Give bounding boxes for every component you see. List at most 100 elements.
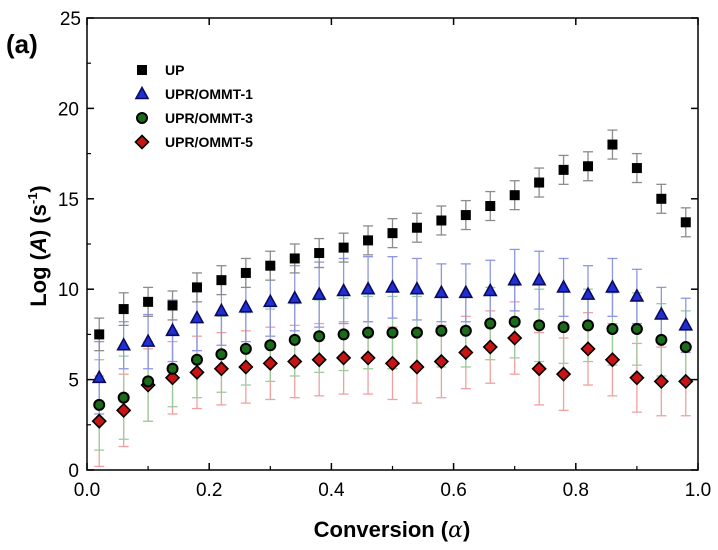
legend: UP UPR/OMMT-1 UPR/OMMT-3 UPR/OMMT-5 [134,62,253,150]
data-point [387,228,398,239]
x-tick-label: 0.6 [440,480,466,501]
x-axis-title: Conversion (α) [314,517,471,543]
data-point [190,353,203,366]
y-tick-label: 5 [68,371,79,392]
data-point [485,201,496,212]
y-axis-title: Log (A) (s-1) [25,185,51,307]
axis-ticks: 0.0 0.2 0.4 0.6 0.8 1.0 0 5 10 15 20 25 [58,9,711,501]
data-point [679,341,692,354]
data-point [604,352,621,368]
data-point [93,398,106,411]
data-point [311,352,327,368]
data-point [311,286,327,300]
legend-marker [137,65,147,75]
data-point [91,413,107,429]
data-point [385,279,400,293]
data-point [238,299,254,313]
data-point [314,248,325,259]
data-point [534,177,545,188]
data-point [191,282,202,293]
data-point [509,190,520,201]
data-point [238,359,254,375]
data-point [338,242,349,253]
data-point [213,361,230,377]
y-tick-label: 20 [58,99,79,120]
data-point [337,328,350,341]
data-point [363,235,374,246]
data-point [433,353,450,370]
x-tick-label: 0.8 [563,480,589,501]
data-point [335,350,352,366]
data-point [653,306,669,320]
data-point [262,293,278,308]
data-point [558,164,569,175]
data-point [410,326,423,339]
data-point [94,329,105,340]
data-point [240,267,251,278]
data-point [556,279,571,293]
data-point [607,139,618,150]
data-point [678,317,694,331]
legend-marker [134,134,150,150]
data-point [313,330,326,343]
data-point [264,339,277,352]
data-point [143,296,154,307]
data-point [262,355,278,371]
data-point [458,344,474,361]
x-tick-label: 0.0 [74,480,100,501]
data-point [287,290,303,304]
data-point [508,315,521,328]
data-point [384,355,401,371]
y-tick-label: 25 [60,9,81,30]
data-point [289,253,300,264]
data-point [605,279,620,293]
data-point [606,322,619,335]
data-point [678,373,694,390]
data-point [459,324,472,337]
data-point [507,330,523,346]
data-point [531,361,547,377]
data-point [458,284,474,299]
legend-label: UPR/OMMT-3 [165,110,253,126]
data-point [265,260,276,271]
data-point [533,319,546,332]
data-point [215,348,228,361]
data-point [583,161,594,172]
data-point [484,317,497,330]
data-point [360,350,376,366]
data-point [216,275,227,286]
data-point [167,300,178,311]
legend-label: UPR/OMMT-1 [165,86,253,102]
legend-marker [136,112,148,124]
data-point [531,271,547,286]
data-point [557,321,570,334]
legend-label: UPR/OMMT-5 [165,134,253,150]
legend-marker [134,85,150,100]
x-tick-label: 1.0 [685,480,711,501]
data-point [360,281,376,295]
data-point [580,286,596,300]
data-point [630,322,643,335]
data-point [166,362,179,375]
y-tick-label: 10 [58,280,79,301]
panel-label: (a) [6,29,38,59]
data-point [189,364,205,380]
data-point [629,370,645,386]
data-point [409,281,425,295]
legend-label: UP [165,62,184,78]
data-point [631,163,642,174]
data-point [435,324,448,337]
data-point [580,341,596,357]
data-point [116,337,132,351]
data-point [362,326,375,339]
data-point [117,391,130,404]
error-bars [94,129,691,468]
data-point [287,353,303,370]
data-point [288,333,301,346]
data-point [336,282,351,297]
data-point [140,333,156,347]
data-point [482,339,498,355]
data-point [460,210,471,221]
